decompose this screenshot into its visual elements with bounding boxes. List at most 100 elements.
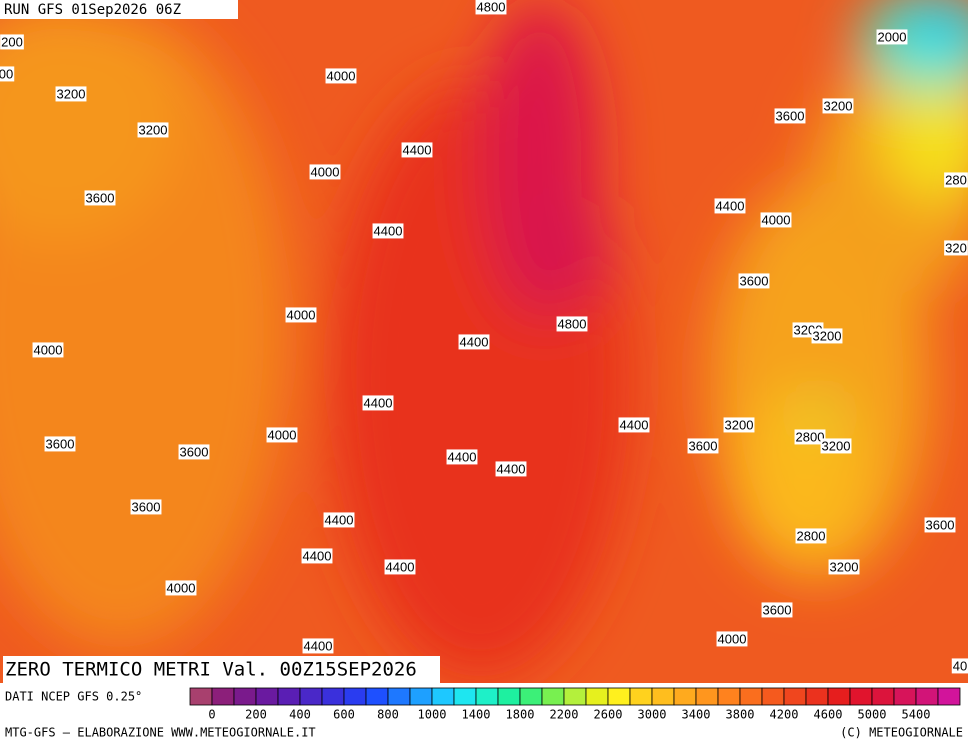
label-text: 4800 [558, 316, 587, 331]
label-text: 3200 [139, 122, 168, 137]
label-box [760, 212, 792, 228]
contour-label: 4400 [446, 449, 478, 465]
colorbar-tick-label: 0 [208, 708, 215, 722]
label-box [738, 273, 770, 289]
color-box [607, 687, 631, 706]
label-box [401, 142, 433, 158]
label-box [828, 559, 860, 575]
contour-label: 4400 [372, 223, 404, 239]
color-box [211, 687, 235, 706]
contour-label: 3600 [924, 517, 956, 533]
label-text: 4000 [167, 580, 196, 595]
source-label: DATI NCEP GFS 0.25° [5, 690, 142, 704]
contour-label: 320 [944, 240, 968, 256]
contour-label: 4000 [32, 342, 64, 358]
label-box [876, 29, 908, 45]
contour-label: 2000 [876, 29, 908, 45]
label-box [944, 172, 968, 188]
label-box [302, 638, 334, 654]
label-text: 00 [0, 66, 13, 81]
label-text: 3600 [46, 436, 75, 451]
label-text: 4400 [386, 559, 415, 574]
label-box [714, 198, 746, 214]
label-text: 320 [945, 240, 967, 255]
label-text: 3600 [86, 190, 115, 205]
color-box [365, 687, 389, 706]
label-text: 200 [1, 34, 23, 49]
contour-label: 3600 [178, 444, 210, 460]
contour-label: 4400 [362, 395, 394, 411]
contour-label: 4000 [266, 427, 298, 443]
label-text: 2000 [878, 29, 907, 44]
label-text: 2800 [797, 528, 826, 543]
colorbar-tick-label: 1400 [462, 708, 491, 722]
label-box [944, 240, 968, 256]
label-box [556, 316, 588, 332]
label-text: 4400 [364, 395, 393, 410]
label-text: 4400 [460, 334, 489, 349]
label-box [811, 328, 843, 344]
label-box [137, 122, 169, 138]
run-label: RUN GFS 01Sep2026 06Z [4, 2, 181, 18]
color-box [541, 687, 565, 706]
contour-label: 4000 [325, 68, 357, 84]
contour-label: 4400 [714, 198, 746, 214]
label-text: 4000 [718, 631, 747, 646]
color-box [255, 687, 279, 706]
label-box [795, 528, 827, 544]
label-text: 4000 [287, 307, 316, 322]
contour-label: 2800 [795, 528, 827, 544]
label-box [0, 66, 15, 82]
color-box [673, 687, 697, 706]
title-box [3, 656, 440, 683]
label-text: 4400 [716, 198, 745, 213]
contour-label: 3200 [811, 328, 843, 344]
color-box [585, 687, 609, 706]
color-box [651, 687, 675, 706]
label-text: 4400 [497, 461, 526, 476]
footer-right: (C) METEOGIORNALE [840, 726, 963, 740]
label-text: 4000 [762, 212, 791, 227]
label-text: 4000 [268, 427, 297, 442]
color-box [805, 687, 829, 706]
label-box [325, 68, 357, 84]
label-box [384, 559, 416, 575]
contour-label: 4000 [165, 580, 197, 596]
contour-label: 3200 [723, 417, 755, 433]
label-text: 4400 [303, 548, 332, 563]
label-box [951, 658, 968, 674]
label-text: 4800 [477, 0, 506, 14]
colorbar-tick-label: 5400 [902, 708, 931, 722]
contour-label: 2800 [794, 429, 826, 445]
color-box [497, 687, 521, 706]
map-field [0, 0, 968, 683]
contour-label: 4400 [384, 559, 416, 575]
label-box [178, 444, 210, 460]
label-box [44, 436, 76, 452]
color-box [409, 687, 433, 706]
contour-label: 3600 [738, 273, 770, 289]
color-box [893, 687, 917, 706]
label-box [301, 548, 333, 564]
contour-label: 3200 [820, 438, 852, 454]
color-box [277, 687, 301, 706]
label-text: 2800 [796, 429, 825, 444]
label-text: 3200 [824, 98, 853, 113]
contour-label: 3600 [774, 108, 806, 124]
color-box [343, 687, 367, 706]
label-box [55, 86, 87, 102]
label-text: 3600 [763, 602, 792, 617]
contour-label: 00 [0, 66, 15, 82]
label-text: 4400 [620, 417, 649, 432]
label-box [495, 461, 527, 477]
label-box [446, 449, 478, 465]
color-box [827, 687, 851, 706]
contour-label: 3200 [822, 98, 854, 114]
label-text: 4400 [304, 638, 333, 653]
run-box [0, 0, 238, 19]
label-box [285, 307, 317, 323]
label-text: 3200 [725, 417, 754, 432]
contour-label: 40 [951, 658, 968, 674]
label-text: 3200 [830, 559, 859, 574]
color-box [233, 687, 257, 706]
